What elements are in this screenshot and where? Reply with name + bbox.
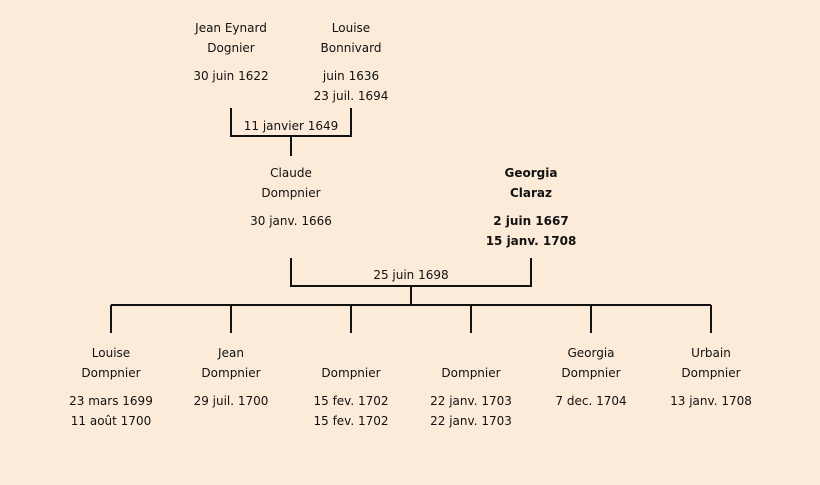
last-name: Bonnivard [320,41,382,55]
first-name: Georgia [567,346,615,360]
first-name: Louise [91,346,131,360]
first-name: Urbain [691,346,731,360]
first-name: Claude [270,166,312,180]
birth-date: 30 juin 1622 [193,69,269,83]
first-name: Louise [331,21,371,35]
last-name: Dompnier [81,366,141,380]
birth-date: 13 janv. 1708 [670,394,752,408]
birth-date: 22 janv. 1703 [430,394,512,408]
last-name: Dompnier [561,366,621,380]
birth-date: 30 janv. 1666 [250,214,332,228]
birth-date: 29 juil. 1700 [193,394,269,408]
birth-date: juin 1636 [322,69,380,83]
birth-date: 23 mars 1699 [69,394,153,408]
last-name: Claraz [509,186,553,200]
marriage-date-1: 11 janvier 1649 [243,119,339,133]
last-name: Dompnier [441,366,501,380]
marriage-1-connector [230,108,352,156]
death-date: 23 juil. 1694 [313,89,389,103]
birth-date: 7 dec. 1704 [555,394,627,408]
last-name: Dognier [207,41,255,55]
first-name: Georgia [504,166,558,180]
birth-date: 2 juin 1667 [493,214,569,228]
death-date: 15 fev. 1702 [313,414,389,428]
first-name: Jean [218,346,244,360]
last-name: Dompnier [261,186,321,200]
death-date: 11 août 1700 [70,414,152,428]
death-date: 22 janv. 1703 [430,414,512,428]
last-name: Dompnier [201,366,261,380]
marriage-date-2: 25 juin 1698 [373,268,449,282]
children-connector [110,304,712,333]
first-name: Jean Eynard [195,21,267,35]
last-name: Dompnier [321,366,381,380]
marriage-2-connector [290,258,532,305]
death-date: 15 janv. 1708 [485,234,577,248]
birth-date: 15 fev. 1702 [313,394,389,408]
last-name: Dompnier [681,366,741,380]
